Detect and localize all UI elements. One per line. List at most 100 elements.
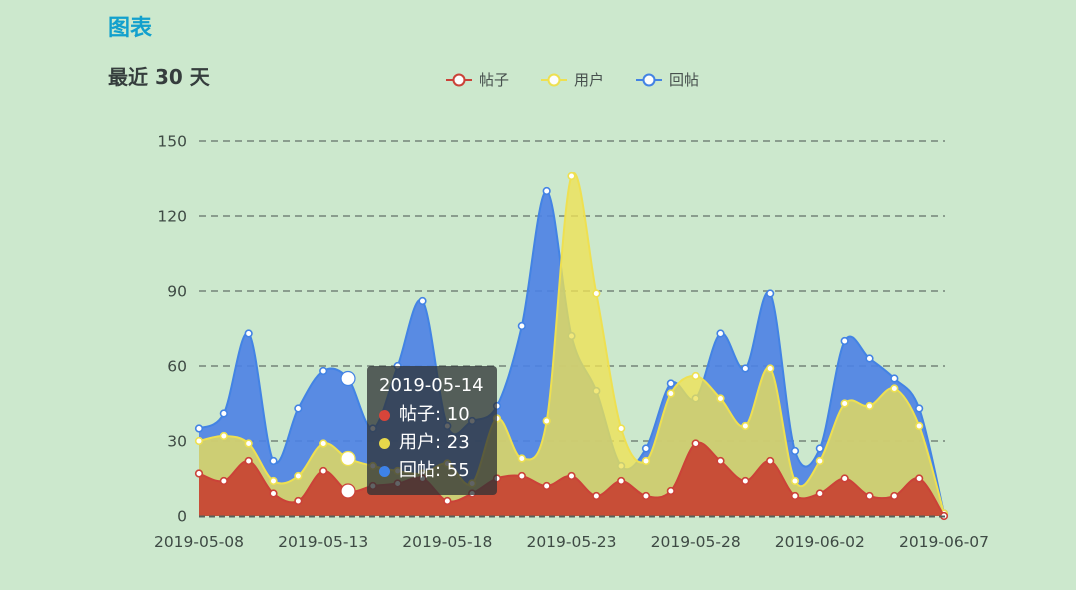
x-axis-tick-label: 2019-05-13 xyxy=(278,533,368,551)
legend-label: 用户 xyxy=(573,71,604,89)
data-point-marker[interactable] xyxy=(666,379,675,388)
legend-item-posts[interactable]: 帖子 xyxy=(445,69,509,90)
data-point-marker[interactable] xyxy=(368,461,377,471)
data-point-marker[interactable] xyxy=(319,439,328,448)
data-point-marker[interactable] xyxy=(542,416,551,426)
x-axis-tick-label: 2019-05-08 xyxy=(154,533,244,551)
highlighted-point-marker[interactable] xyxy=(340,483,356,499)
x-axis-tick-label: 2019-06-07 xyxy=(899,533,989,551)
data-point-marker[interactable] xyxy=(617,476,626,486)
data-point-marker[interactable] xyxy=(716,394,725,403)
highlighted-point-marker[interactable] xyxy=(340,450,356,467)
data-point-marker[interactable] xyxy=(840,474,849,483)
chart-legend: 帖子 用户 回帖 xyxy=(200,69,945,90)
data-point-marker[interactable] xyxy=(641,444,651,453)
data-point-marker[interactable] xyxy=(815,456,824,466)
data-point-marker[interactable] xyxy=(219,431,228,441)
data-point-marker[interactable] xyxy=(194,436,204,446)
data-point-marker[interactable] xyxy=(691,371,700,381)
data-point-marker[interactable] xyxy=(443,459,452,468)
data-point-marker[interactable] xyxy=(294,496,303,506)
data-point-marker[interactable] xyxy=(517,471,526,481)
data-point-marker[interactable] xyxy=(542,186,551,196)
data-point-marker[interactable] xyxy=(790,476,800,486)
data-point-marker[interactable] xyxy=(368,481,377,491)
data-point-marker[interactable] xyxy=(716,456,725,466)
data-point-marker[interactable] xyxy=(194,469,204,478)
data-point-marker[interactable] xyxy=(368,424,377,433)
data-point-marker[interactable] xyxy=(840,399,849,408)
data-point-marker[interactable] xyxy=(194,424,204,433)
data-point-marker[interactable] xyxy=(393,479,402,488)
data-point-marker[interactable] xyxy=(468,479,477,488)
x-axis-tick-label: 2019-05-28 xyxy=(651,533,741,551)
legend-item-replies[interactable]: 回帖 xyxy=(636,69,699,90)
y-axis-tick-label: 0 xyxy=(177,508,187,526)
data-point-marker[interactable] xyxy=(790,446,800,456)
data-point-marker[interactable] xyxy=(244,329,253,338)
data-point-marker[interactable] xyxy=(815,489,824,498)
data-point-marker[interactable] xyxy=(244,456,253,466)
data-point-marker[interactable] xyxy=(592,289,601,298)
data-point-marker[interactable] xyxy=(840,336,849,346)
data-point-marker[interactable] xyxy=(468,489,477,498)
data-point-marker[interactable] xyxy=(418,296,427,306)
data-point-marker[interactable] xyxy=(418,474,427,483)
data-point-marker[interactable] xyxy=(592,491,601,501)
data-point-marker[interactable] xyxy=(617,424,626,433)
data-point-marker[interactable] xyxy=(915,404,924,413)
data-point-marker[interactable] xyxy=(790,491,800,501)
data-point-marker[interactable] xyxy=(890,384,899,393)
data-point-marker[interactable] xyxy=(766,289,775,298)
data-point-marker[interactable] xyxy=(865,401,874,411)
data-point-marker[interactable] xyxy=(915,421,924,431)
data-point-marker[interactable] xyxy=(244,439,253,448)
line-circle-icon xyxy=(445,73,472,86)
data-point-marker[interactable] xyxy=(319,466,328,476)
data-point-marker[interactable] xyxy=(517,321,526,331)
highlighted-point-marker[interactable] xyxy=(340,370,356,387)
data-point-marker[interactable] xyxy=(443,421,452,431)
data-point-marker[interactable] xyxy=(492,474,502,483)
data-point-marker[interactable] xyxy=(890,491,899,501)
data-point-marker[interactable] xyxy=(890,374,899,383)
data-point-marker[interactable] xyxy=(666,389,675,398)
data-point-marker[interactable] xyxy=(393,466,402,476)
legend-item-users[interactable]: 用户 xyxy=(540,69,604,90)
data-point-marker[interactable] xyxy=(294,404,303,413)
data-point-marker[interactable] xyxy=(766,364,775,373)
x-axis-tick-label: 2019-06-02 xyxy=(775,533,865,551)
data-point-marker[interactable] xyxy=(393,361,402,371)
data-point-marker[interactable] xyxy=(269,476,278,486)
data-point-marker[interactable] xyxy=(443,496,452,506)
data-point-marker[interactable] xyxy=(567,471,576,481)
data-point-marker[interactable] xyxy=(219,409,228,418)
data-point-marker[interactable] xyxy=(492,401,502,411)
data-point-marker[interactable] xyxy=(269,489,278,498)
data-point-marker[interactable] xyxy=(915,474,924,483)
data-point-marker[interactable] xyxy=(641,491,651,501)
data-point-marker[interactable] xyxy=(219,476,228,486)
data-point-marker[interactable] xyxy=(294,471,303,481)
data-point-marker[interactable] xyxy=(741,476,750,486)
data-point-marker[interactable] xyxy=(542,481,551,491)
legend-label: 帖子 xyxy=(478,71,509,89)
data-point-marker[interactable] xyxy=(815,444,824,453)
data-point-marker[interactable] xyxy=(319,366,328,376)
data-point-marker[interactable] xyxy=(691,439,700,448)
data-point-marker[interactable] xyxy=(865,491,874,501)
data-point-marker[interactable] xyxy=(468,416,477,426)
data-point-marker[interactable] xyxy=(641,456,651,466)
data-point-marker[interactable] xyxy=(716,329,725,338)
data-point-marker[interactable] xyxy=(766,456,775,466)
data-point-marker[interactable] xyxy=(741,421,750,431)
data-point-marker[interactable] xyxy=(492,414,502,423)
data-point-marker[interactable] xyxy=(865,354,874,363)
data-point-marker[interactable] xyxy=(269,456,278,466)
data-point-marker[interactable] xyxy=(517,454,526,463)
data-point-marker[interactable] xyxy=(666,486,675,496)
data-point-marker[interactable] xyxy=(567,171,576,181)
data-point-marker[interactable] xyxy=(741,364,750,373)
